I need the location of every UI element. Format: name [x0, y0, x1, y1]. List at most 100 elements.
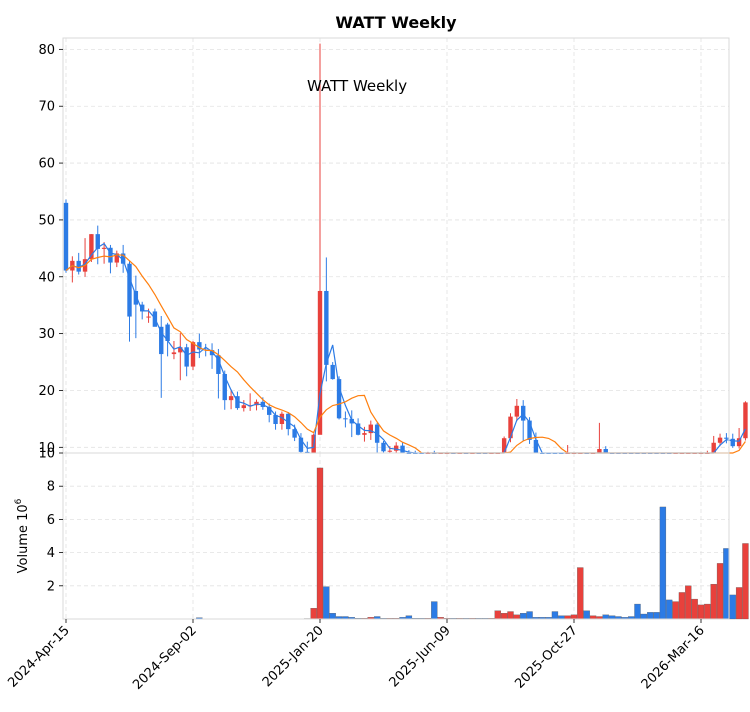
- volume-bar: [316, 467, 324, 620]
- price-tick-label: 40: [38, 270, 55, 285]
- candle-body: [298, 437, 304, 452]
- x-tick-label: 2024-Apr-15: [5, 623, 72, 690]
- volume-bar: [570, 614, 578, 620]
- volume-bar: [697, 604, 705, 620]
- candle-body: [228, 396, 234, 401]
- volume-bar: [653, 612, 660, 620]
- volume-bar: [691, 598, 698, 620]
- candle-body: [95, 234, 100, 249]
- price-tick-label: 60: [38, 157, 55, 172]
- volume-bar: [507, 611, 514, 620]
- volume-axis-label: Volume 106: [14, 498, 31, 573]
- volume-bar: [685, 585, 692, 620]
- price-tick-label: 70: [38, 100, 55, 115]
- volume-bar: [710, 583, 717, 620]
- volume-axis-label-exponent: 6: [14, 498, 24, 504]
- candle-body: [514, 405, 520, 417]
- candle-body: [146, 316, 151, 318]
- candle-body: [711, 442, 716, 453]
- volume-bar: [678, 592, 686, 620]
- candle-body: [533, 439, 539, 453]
- volume-bar: [310, 608, 317, 620]
- volume-bar: [647, 612, 654, 620]
- volume-bar: [735, 587, 743, 620]
- candle-body: [501, 438, 507, 453]
- x-tick-label: 2025-Jun-09: [387, 623, 454, 690]
- price-y-ticks: 10 20 30 40 50 60 70 80: [38, 43, 63, 456]
- x-tick-label: 2025-Jan-20: [260, 623, 327, 690]
- volume-tick-label: 8: [47, 480, 55, 495]
- candle-body: [603, 449, 608, 453]
- volume-bar: [513, 614, 520, 620]
- candle-body: [330, 364, 335, 380]
- candle-body: [400, 445, 405, 453]
- volume-bar: [500, 613, 508, 620]
- candle-body: [76, 260, 81, 272]
- price-tick-label: 80: [38, 43, 55, 58]
- inner-title: WATT Weekly: [307, 77, 407, 95]
- candle-body: [190, 342, 196, 367]
- candle-body: [317, 290, 323, 435]
- volume-bar: [551, 611, 559, 620]
- volume-panel-frame: [62, 452, 730, 620]
- candle-body: [165, 324, 170, 342]
- candle-body: [736, 438, 742, 447]
- price-tick-label: 30: [38, 327, 55, 342]
- candles: [63, 43, 748, 454]
- candle-body: [120, 253, 126, 264]
- volume-bar: [577, 567, 584, 620]
- candle-body: [387, 450, 393, 452]
- candle-body: [368, 424, 373, 434]
- candle-body: [273, 414, 278, 425]
- candle-body: [362, 433, 367, 435]
- candle-body: [349, 418, 354, 424]
- volume-bar: [704, 603, 711, 620]
- candle-body: [241, 405, 246, 409]
- volume-grid: [63, 452, 729, 619]
- candle-body: [197, 342, 202, 350]
- volume-bar: [602, 614, 609, 620]
- candle-body: [89, 234, 94, 260]
- candle-body: [355, 423, 361, 435]
- candle-body: [63, 202, 69, 271]
- volume-bar: [583, 610, 590, 620]
- volume-bar: [742, 543, 749, 620]
- candle-body: [292, 429, 297, 438]
- volume-bar: [520, 613, 527, 620]
- candle-body: [279, 413, 285, 425]
- candle-body: [336, 379, 342, 419]
- candle-body: [114, 253, 119, 263]
- volume-bar: [634, 603, 641, 620]
- volume-bar: [666, 599, 673, 620]
- candle-body: [108, 247, 113, 263]
- candle-body: [216, 355, 221, 374]
- candle-body: [286, 413, 291, 430]
- candle-body: [508, 416, 513, 439]
- x-ticks: 2024-Apr-15 2024-Sep-02 2025-Jan-20 2025-Ju…: [5, 619, 708, 693]
- price-tick-label: 50: [38, 213, 55, 228]
- volume-tick-label: 2: [47, 579, 55, 594]
- volume-bar: [672, 601, 679, 620]
- candle-body: [597, 449, 602, 453]
- candle-body: [222, 373, 227, 401]
- volume-bar: [323, 586, 330, 620]
- volume-y-ticks: 2 4 6 8 10: [38, 447, 63, 594]
- candle-body: [184, 347, 189, 367]
- volume-bar: [526, 611, 533, 620]
- volume-bar: [494, 610, 501, 620]
- candle-body: [101, 247, 107, 249]
- price-grid: [63, 38, 729, 453]
- candle-body: [730, 438, 735, 447]
- candle-body: [127, 263, 132, 317]
- volume-bar: [329, 613, 336, 620]
- volume-bar: [640, 613, 647, 620]
- volume-bar: [729, 594, 736, 620]
- candle-body: [305, 451, 310, 453]
- volume-tick-label: 10: [38, 447, 55, 462]
- candle-body: [343, 418, 348, 420]
- candle-body: [159, 326, 164, 355]
- candle-body: [267, 406, 272, 415]
- x-tick-label: 2026-Mar-16: [639, 623, 708, 692]
- x-tick-label: 2024-Sep-02: [130, 623, 200, 693]
